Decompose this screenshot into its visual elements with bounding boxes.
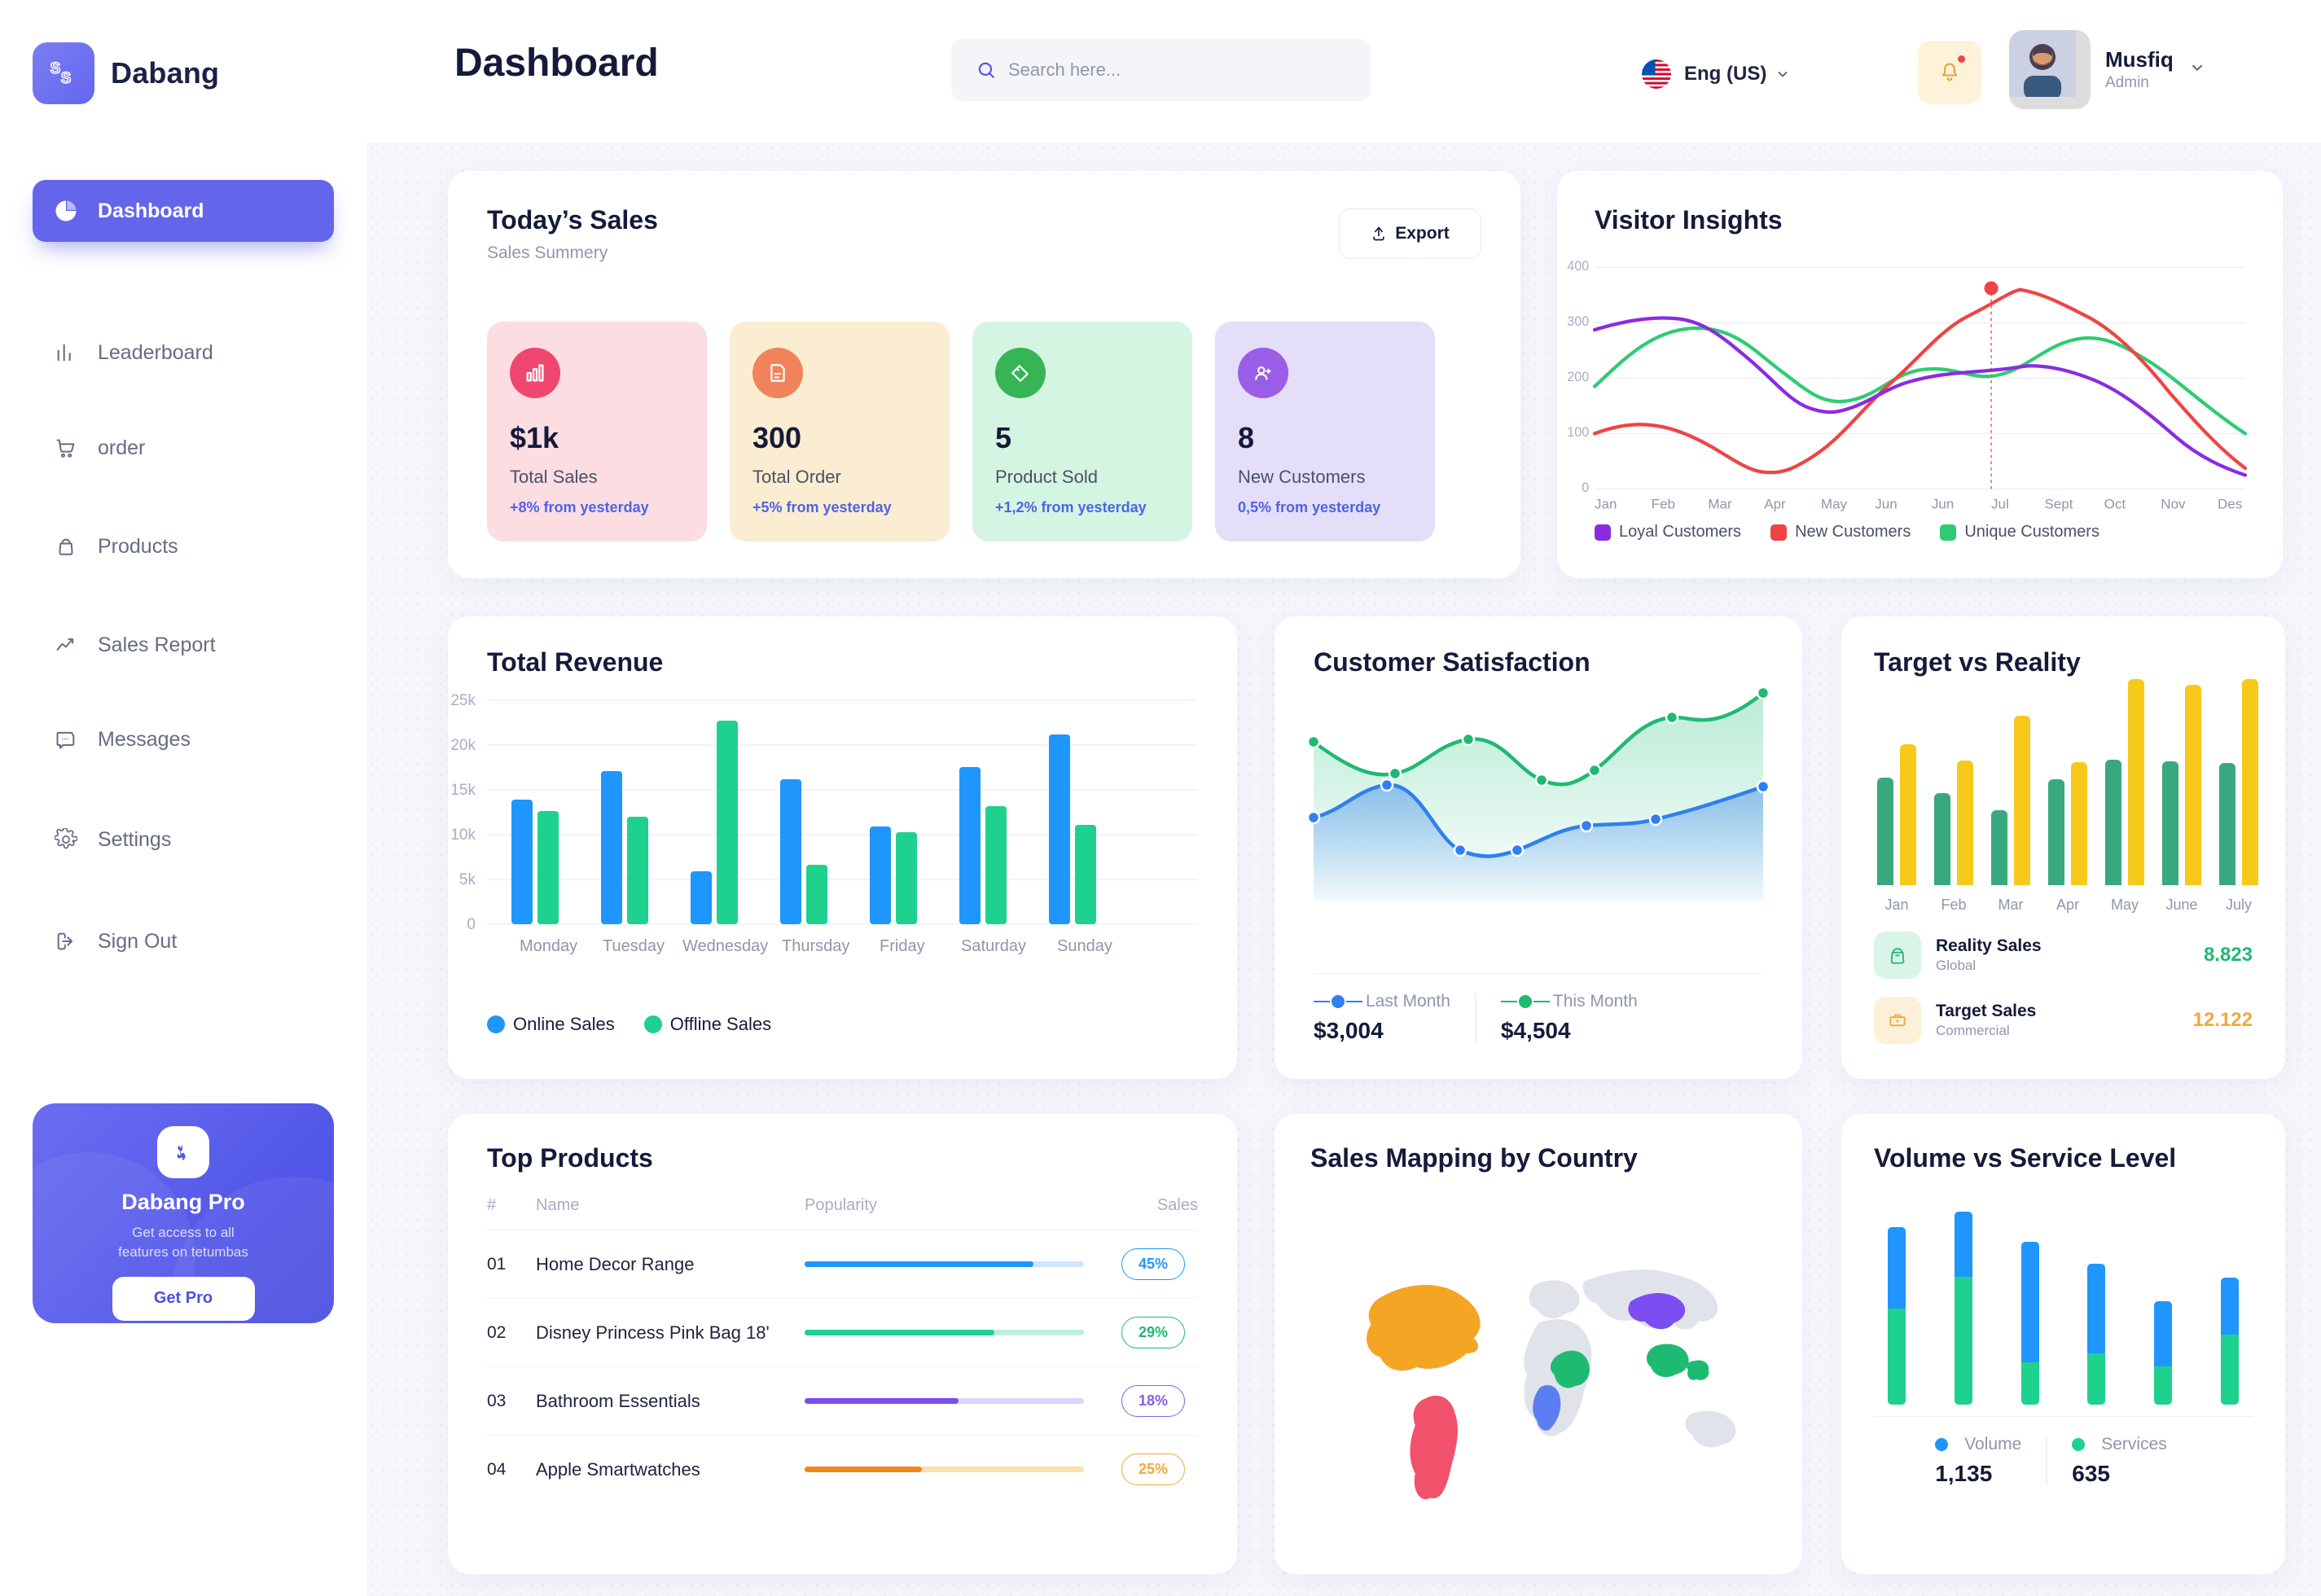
- svg-text:0: 0: [467, 916, 476, 933]
- svg-text:Feb: Feb: [1652, 496, 1675, 511]
- svg-text:100: 100: [1567, 425, 1589, 440]
- svg-text:25k: 25k: [450, 692, 476, 709]
- svg-text:Wednesday: Wednesday: [682, 937, 768, 955]
- svg-text:200: 200: [1567, 370, 1589, 384]
- svg-text:Tuesday: Tuesday: [603, 937, 665, 955]
- svg-text:Apr: Apr: [1764, 496, 1786, 511]
- svg-text:10k: 10k: [450, 826, 476, 844]
- svg-text:Jun: Jun: [1932, 496, 1954, 511]
- svg-text:Thursday: Thursday: [782, 937, 849, 955]
- svg-text:Sept: Sept: [2045, 496, 2073, 511]
- svg-text:Jun: Jun: [1875, 496, 1897, 511]
- svg-text:Jan: Jan: [1595, 496, 1617, 511]
- svg-text:300: 300: [1567, 314, 1589, 329]
- svg-text:Saturday: Saturday: [961, 937, 1026, 955]
- svg-text:400: 400: [1567, 259, 1589, 274]
- svg-text:Nov: Nov: [2161, 496, 2186, 511]
- svg-text:20k: 20k: [450, 737, 476, 754]
- svg-text:Sunday: Sunday: [1057, 937, 1112, 955]
- svg-text:5k: 5k: [459, 871, 476, 888]
- svg-text:Des: Des: [2218, 496, 2242, 511]
- svg-text:0: 0: [1582, 480, 1589, 495]
- svg-text:Oct: Oct: [2104, 496, 2126, 511]
- svg-text:Friday: Friday: [880, 937, 925, 955]
- svg-text:Monday: Monday: [520, 937, 577, 955]
- svg-text:Jul: Jul: [1991, 496, 2009, 511]
- svg-text:15k: 15k: [450, 782, 476, 799]
- svg-text:May: May: [1821, 496, 1848, 511]
- svg-text:Mar: Mar: [1708, 496, 1732, 511]
